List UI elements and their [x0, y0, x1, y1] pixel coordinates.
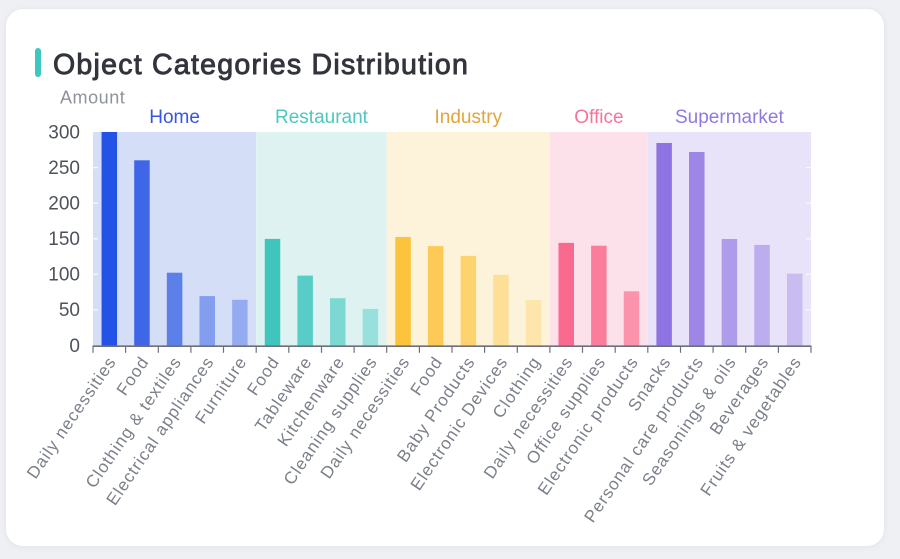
svg-text:200: 200 — [48, 193, 80, 214]
svg-text:250: 250 — [48, 158, 80, 179]
svg-text:300: 300 — [48, 122, 80, 143]
svg-text:Amount: Amount — [60, 88, 125, 108]
svg-text:50: 50 — [59, 300, 80, 321]
svg-text:Supermarket: Supermarket — [675, 107, 784, 128]
svg-text:Industry: Industry — [435, 107, 503, 128]
svg-text:Home: Home — [149, 107, 200, 128]
svg-text:Restaurant: Restaurant — [275, 107, 369, 128]
svg-text:100: 100 — [48, 265, 80, 286]
svg-text:Office: Office — [574, 107, 623, 128]
svg-text:150: 150 — [48, 229, 80, 250]
svg-text:0: 0 — [69, 336, 80, 357]
